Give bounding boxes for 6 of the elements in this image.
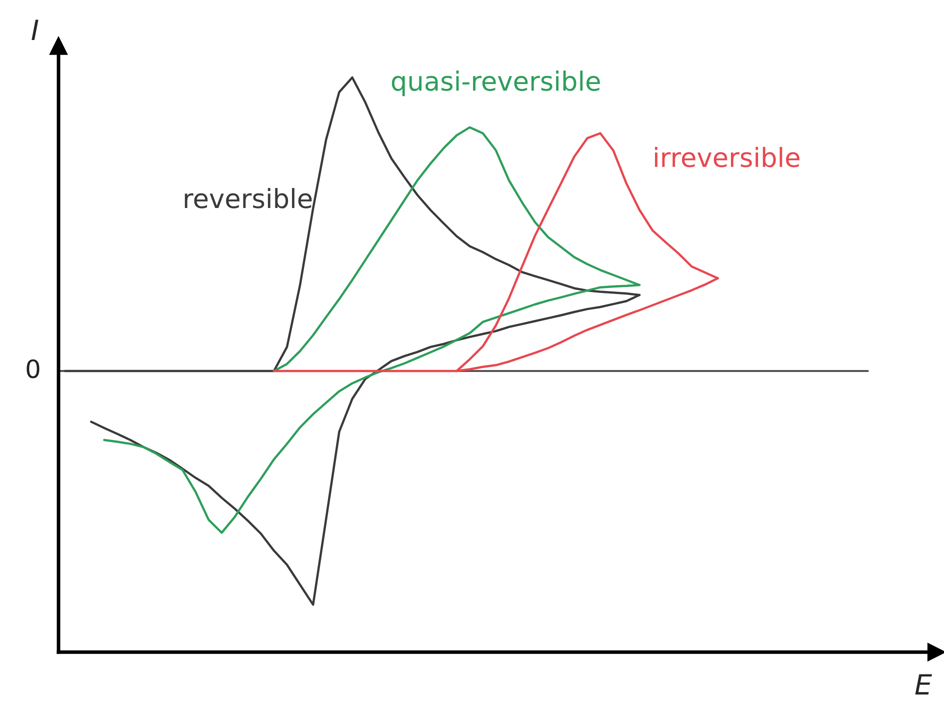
- series-label: quasi-reversible: [392, 70, 600, 96]
- series-label: irreversible: [654, 146, 800, 168]
- series-label: reversible: [184, 188, 312, 208]
- text: E: [915, 674, 932, 694]
- ref-line-label: 0: [26, 359, 40, 378]
- y-axis-title: I: [32, 20, 38, 40]
